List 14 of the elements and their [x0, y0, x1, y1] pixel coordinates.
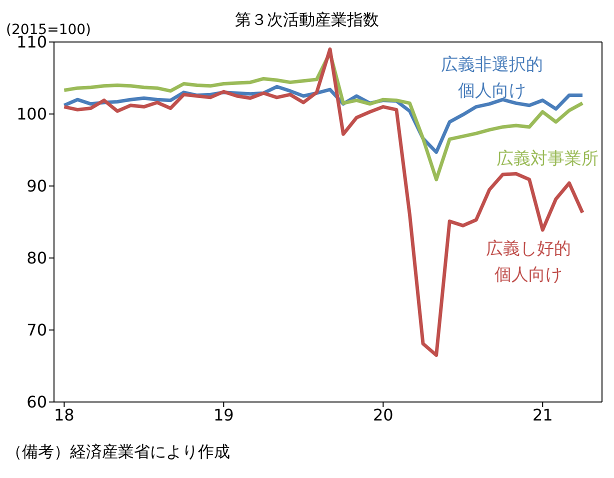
chart-title: 第３次活動産業指数	[235, 10, 379, 29]
x-tick-label: 18	[54, 405, 74, 424]
y-tick-label: 80	[26, 248, 47, 268]
y-tick-label: 70	[26, 320, 47, 340]
x-tick-label: 19	[213, 405, 234, 424]
x-tick-label: 20	[372, 405, 394, 424]
y-tick-label: 100	[16, 104, 47, 124]
series-label: 広義対事業所	[496, 148, 600, 171]
y-tick-label: 90	[26, 176, 47, 196]
series-label: 広義し好的個人向け	[485, 238, 572, 287]
series-label: 広義非選択的個人向け	[440, 54, 544, 103]
x-tick-label: 21	[532, 405, 553, 424]
y-tick-label: 60	[26, 392, 47, 412]
text: （備考）経済産業省により作成	[6, 442, 230, 463]
